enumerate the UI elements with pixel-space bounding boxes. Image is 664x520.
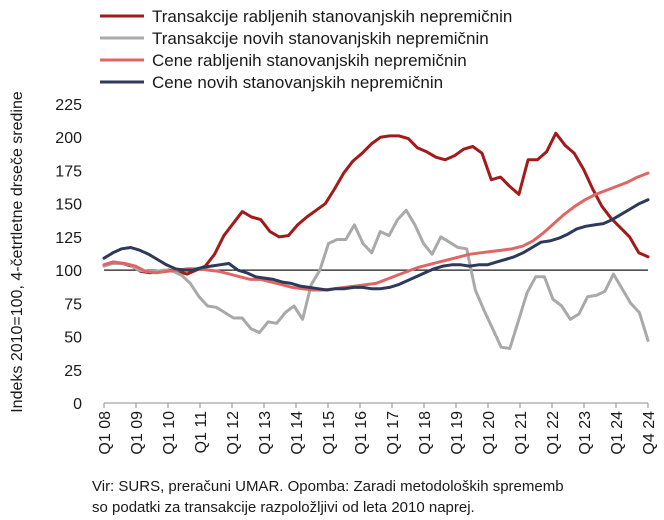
legend-label-2: Transakcije novih stanovanjskih nepremič… — [152, 29, 489, 48]
y-tick-label: 25 — [64, 363, 82, 380]
x-tick-label: Q1 16 — [353, 411, 370, 455]
y-tick-label: 200 — [55, 130, 82, 147]
legend-label-3: Cene rabljenih stanovanjskih nepremičnin — [152, 51, 467, 70]
y-tick-label: 0 — [73, 396, 82, 413]
x-tick-label: Q1 19 — [449, 411, 466, 455]
series-line-1 — [102, 131, 650, 276]
x-tick-label: Q1 11 — [193, 411, 210, 454]
series-line-2 — [102, 208, 650, 350]
y-tick-label: 225 — [55, 97, 82, 114]
y-tick-label: 100 — [55, 263, 82, 280]
x-tick-label: Q1 18 — [417, 411, 434, 455]
y-tick-label: 175 — [55, 163, 82, 180]
y-tick-label: 150 — [55, 197, 82, 214]
series-line-4 — [102, 198, 650, 292]
note-line-2: so podatki za transakcije razpoložljivi … — [92, 499, 475, 516]
y-tick-label: 125 — [55, 230, 82, 247]
x-tick-label: Q1 21 — [513, 411, 530, 455]
legend-label-1: Transakcije rabljenih stanovanjskih nepr… — [152, 7, 512, 26]
x-tick-label: Q1 22 — [545, 411, 562, 455]
x-tick-label: Q1 12 — [225, 411, 242, 455]
x-tick-label: Q1 14 — [289, 411, 306, 455]
note-line-1: Vir: SURS, preračuni UMAR. Opomba: Zarad… — [92, 478, 564, 495]
x-tick-label: Q1 24 — [609, 411, 626, 455]
x-tick-label: Q1 23 — [577, 411, 594, 455]
x-tick-label: Q1 08 — [97, 411, 114, 455]
y-tick-label: 50 — [64, 330, 82, 347]
legend: Transakcije rabljenih stanovanjskih nepr… — [100, 7, 512, 92]
x-tick-label: Q1 20 — [481, 411, 498, 455]
y-axis: 0 25 50 75 100 125 150 175 200 225 — [55, 97, 82, 413]
x-tick-label: Q1 13 — [257, 411, 274, 455]
y-tick-label: 75 — [64, 296, 82, 313]
x-axis: Q1 08 Q1 09 Q1 10 Q1 11 Q1 12 Q1 13 Q1 14 Q1 15… — [97, 402, 658, 455]
y-axis-label: Indeks 2010=100, 4-četrtletne drseče sre… — [9, 91, 26, 413]
series-lines — [102, 131, 650, 350]
x-tick-label: Q1 15 — [321, 411, 338, 455]
legend-label-4: Cene novih stanovanjskih nepremičnin — [152, 73, 443, 92]
x-tick-label: Q1 17 — [385, 411, 402, 455]
x-tick-label: Q4 24 — [641, 411, 658, 455]
x-tick-label: Q1 09 — [129, 411, 146, 455]
x-tick-label: Q1 10 — [161, 411, 178, 455]
